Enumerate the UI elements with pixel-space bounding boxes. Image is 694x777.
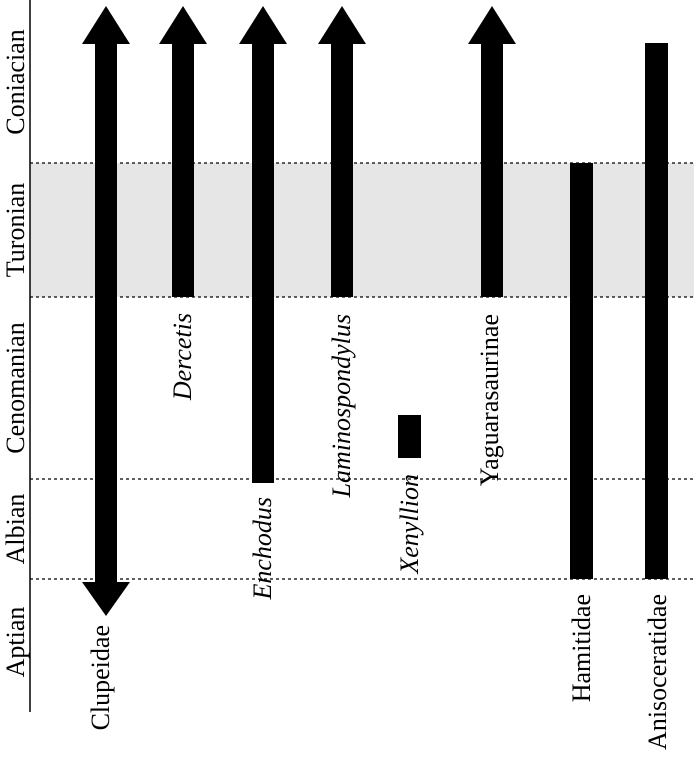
taxon-label-clupeidae: Clupeidae (86, 625, 115, 730)
stage-label-aptian: Aptian (1, 607, 30, 678)
taxon-label-laminospondylus: Laminospondylus (327, 314, 356, 498)
taxon-label-yaguarasaurinae: Yaguarasaurinae (475, 314, 504, 486)
range-bar-enchodus (252, 40, 274, 483)
range-arrow-top-yaguarasaurinae (468, 6, 516, 44)
range-bar-clupeidae (95, 40, 117, 588)
stage-label-cenomanian: Cenomanian (1, 322, 30, 453)
range-arrow-bottom-clupeidae (82, 582, 130, 616)
stage-label-turonian: Turonian (1, 183, 30, 277)
range-bar-hamitidae (570, 163, 593, 579)
taxon-label-xenyllion: Xenyllion (395, 474, 424, 575)
taxon-label-anisoceratidae: Anisoceratidae (643, 594, 672, 750)
range-arrow-top-enchodus (239, 6, 287, 44)
range-arrow-top-clupeidae (82, 6, 130, 44)
range-bar-yaguarasaurinae (481, 40, 503, 297)
taxon-label-hamitidae: Hamitidae (567, 594, 596, 702)
range-bar-xenyllion (398, 415, 421, 458)
taxon-label-enchodus: Enchodus (248, 497, 277, 601)
range-arrow-top-laminospondylus (318, 6, 366, 44)
stage-label-coniacian: Coniacian (1, 29, 30, 134)
range-bar-laminospondylus (331, 40, 353, 297)
turonian-highlight-band (30, 163, 694, 297)
taxon-label-dercetis: Dercetis (168, 313, 197, 401)
range-arrow-top-dercetis (159, 6, 207, 44)
stage-label-albian: Albian (1, 494, 30, 565)
range-bar-dercetis (172, 40, 194, 297)
range-bar-anisoceratidae (645, 43, 668, 579)
